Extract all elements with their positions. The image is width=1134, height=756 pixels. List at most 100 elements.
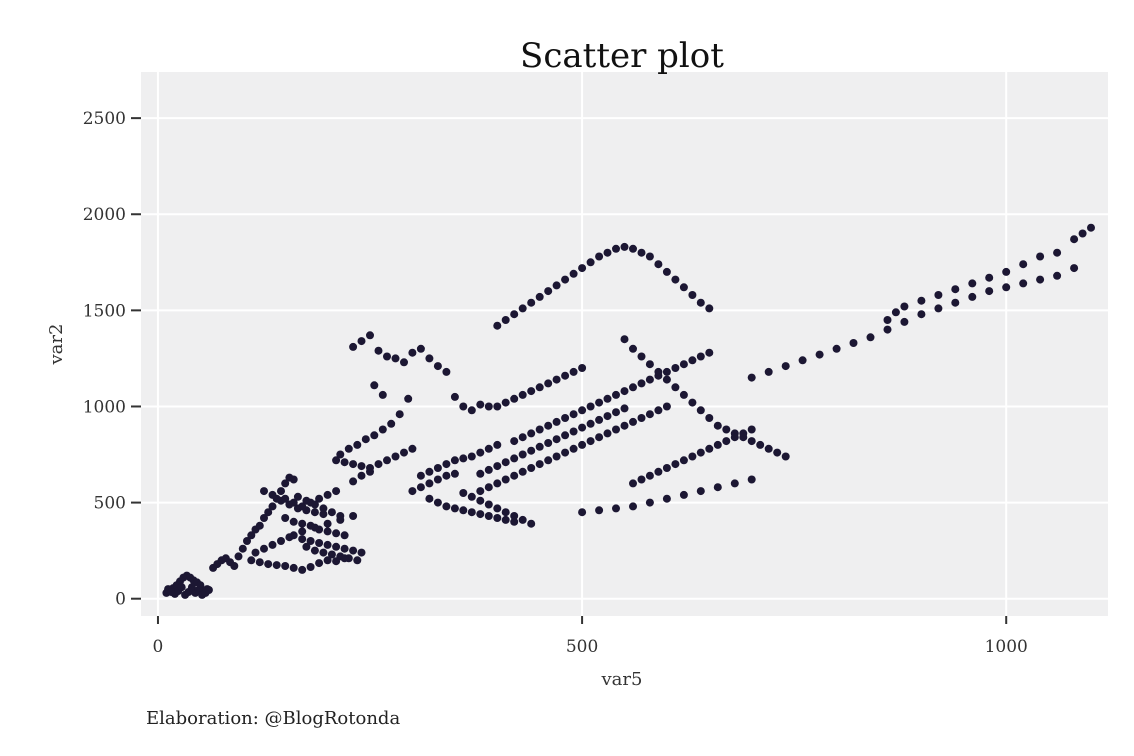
data-point [527,519,536,528]
data-point [552,452,561,461]
data-point [484,500,493,509]
data-point [747,425,756,434]
data-point [425,354,434,363]
data-point [569,427,578,436]
data-point [378,390,387,399]
y-axis-title: var2 [46,324,67,366]
data-point [268,490,277,499]
data-point [688,356,697,365]
data-point [416,471,425,480]
data-point [298,519,307,528]
data-point [450,504,459,513]
data-point [416,483,425,492]
data-point [264,508,273,517]
data-point [637,352,646,361]
data-point [459,506,468,515]
data-point [467,406,476,415]
data-point [336,450,345,459]
data-point [713,421,722,430]
data-point [387,419,396,428]
data-point [1019,260,1028,269]
data-point [332,487,341,496]
data-point [467,508,476,517]
data-point [662,464,671,472]
data-point [493,462,502,471]
data-point [713,483,722,492]
data-point [281,479,290,488]
y-axis: 0 500 1000 1500 2000 2500 [83,109,141,610]
data-point [535,292,544,301]
data-point [764,367,773,376]
data-point [357,462,366,471]
data-point [501,316,510,324]
data-point [484,512,493,520]
data-point [285,533,294,542]
data-point [442,460,451,469]
data-point [629,244,637,253]
data-point [1078,229,1087,238]
data-point [518,390,527,399]
data-point [739,429,748,438]
data-point [416,344,425,353]
data-point [433,498,442,507]
data-point [1002,267,1011,276]
data-point [654,406,663,415]
data-point [238,544,247,553]
data-point [501,515,510,524]
data-point [332,456,341,465]
x-tick-label: 1000 [985,637,1028,657]
data-point [645,360,654,369]
y-tick-label: 0 [115,590,126,610]
data-point [349,546,358,555]
data-point [374,346,383,355]
data-point [544,456,553,465]
data-point [603,248,612,257]
data-point [654,260,663,269]
data-point [866,333,875,342]
data-point [476,400,485,409]
data-point [552,281,561,290]
data-point [442,502,451,511]
data-point [400,448,408,457]
caption: Elaboration: @BlogRotonda [146,708,400,729]
data-point [349,342,358,351]
data-point [595,433,604,442]
data-point [544,421,553,430]
data-point [722,425,731,434]
y-tick-label: 2500 [83,109,126,129]
y-tick-label: 500 [94,494,126,514]
x-tick-label: 0 [153,637,164,657]
data-point [578,423,587,432]
data-point [1087,223,1095,232]
data-point [654,367,663,376]
data-point [433,464,442,472]
y-tick-label: 2000 [83,205,126,225]
data-point [544,439,553,447]
data-point [595,506,604,515]
data-point [332,542,341,551]
data-point [662,494,671,503]
data-point [493,321,502,330]
data-point [450,392,459,401]
data-point [510,517,519,526]
data-point [561,371,570,380]
data-point [696,448,705,457]
data-point [408,487,417,496]
data-point [985,273,994,282]
data-point [484,444,493,453]
data-point [353,556,362,565]
data-point [476,487,485,496]
data-point [319,548,328,557]
data-point [323,527,332,536]
data-point [671,364,680,372]
data-point [383,456,391,465]
data-point [425,467,434,476]
data-point [535,442,544,451]
data-point [527,387,536,396]
y-tick-label: 1000 [83,397,126,417]
data-point [561,414,570,422]
data-point [518,515,527,524]
data-point [688,452,697,461]
data-point [535,425,544,434]
